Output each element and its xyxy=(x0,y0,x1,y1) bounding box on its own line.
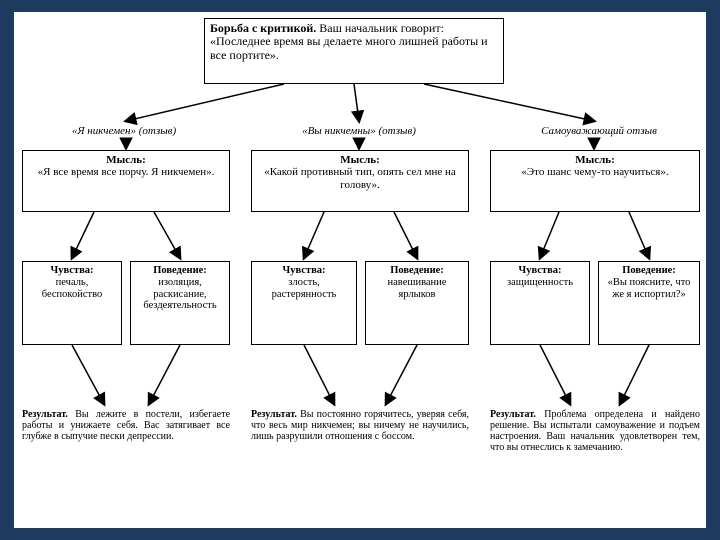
result-c: Результат. Проблема определена и найдено… xyxy=(490,409,700,453)
behavior-b: Поведение: навешивание ярлыков xyxy=(365,261,469,345)
feelings-c-title: Чувства: xyxy=(519,265,562,276)
feelings-c: Чувства: защищенность xyxy=(490,261,590,345)
branch-a-label: «Я никчемен» (отзыв) xyxy=(29,125,219,137)
root-title: Борьба с критикой. xyxy=(210,21,316,35)
feelings-b: Чувства: злость, растерянность xyxy=(251,261,357,345)
thought-c: Мысль: «Это шанс чему-то научиться». xyxy=(490,150,700,212)
feelings-b-title: Чувства: xyxy=(283,265,326,276)
feelings-a-text: печаль, беспокойство xyxy=(42,277,102,300)
thought-c-text: «Это шанс чему-то научиться». xyxy=(521,166,668,178)
branch-c-label: Самоуважающий отзыв xyxy=(499,125,699,137)
thought-b: Мысль: «Какой противный тип, опять сел м… xyxy=(251,150,469,212)
behavior-c-title: Поведение: xyxy=(622,265,676,276)
behavior-a-title: Поведение: xyxy=(153,265,207,276)
behavior-b-text: навешивание ярлыков xyxy=(388,277,447,300)
result-b-title: Результат. xyxy=(251,409,297,420)
thought-b-text: «Какой противный тип, опять сел мне на г… xyxy=(264,166,456,190)
thought-a-text: «Я все время все порчу. Я никчемен». xyxy=(38,166,215,178)
result-a: Результат. Вы лежите в постели, избегает… xyxy=(22,409,230,442)
result-a-title: Результат. xyxy=(22,409,68,420)
thought-c-title: Мысль: xyxy=(575,154,615,166)
branch-b-label: «Вы никчемны» (отзыв) xyxy=(264,125,454,137)
feelings-a: Чувства: печаль, беспокойство xyxy=(22,261,122,345)
thought-a-title: Мысль: xyxy=(106,154,146,166)
feelings-a-title: Чувства: xyxy=(51,265,94,276)
root-box: Борьба с критикой. Ваш начальник говорит… xyxy=(204,18,504,84)
diagram-canvas: Борьба с критикой. Ваш начальник говорит… xyxy=(14,12,706,528)
result-b: Результат. Вы постоянно горячитесь, увер… xyxy=(251,409,469,442)
behavior-c: Поведение: «Вы поясните, что же я испорт… xyxy=(598,261,700,345)
feelings-b-text: злость, растерянность xyxy=(272,277,337,300)
feelings-c-text: защищенность xyxy=(507,277,573,288)
thought-a: Мысль: «Я все время все порчу. Я никчеме… xyxy=(22,150,230,212)
result-c-title: Результат. xyxy=(490,409,536,420)
thought-b-title: Мысль: xyxy=(340,154,380,166)
behavior-c-text: «Вы поясните, что же я испортил?» xyxy=(608,277,691,300)
behavior-a: Поведение: изоляция, раскисание, бездеят… xyxy=(130,261,230,345)
behavior-a-text: изоляция, раскисание, бездеятельность xyxy=(143,277,216,312)
behavior-b-title: Поведение: xyxy=(390,265,444,276)
